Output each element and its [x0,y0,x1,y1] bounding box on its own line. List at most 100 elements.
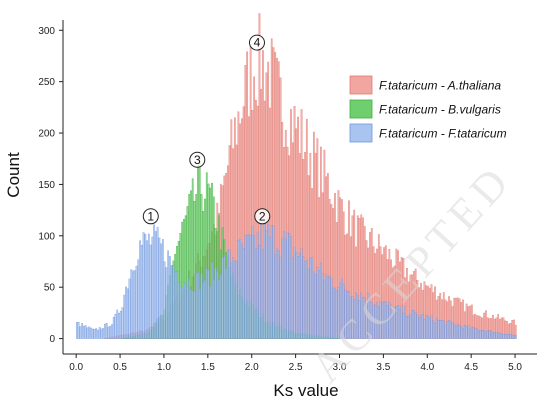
y-tick-label: 50 [44,283,56,294]
histogram-bar [318,270,319,338]
histogram-bar [143,232,144,338]
peak-annotation-2: 2 [255,209,270,224]
histogram-bar [431,316,432,339]
y-tick-label: 150 [38,180,55,191]
x-tick-label: 1.5 [201,362,215,373]
histogram-bar [169,256,170,338]
histogram-bar [440,320,441,338]
histogram-bar [104,324,105,339]
x-tick-label: 2.0 [245,362,259,373]
histogram-bar [167,251,168,339]
histogram-bar [174,272,175,339]
histogram-bar [464,325,465,338]
legend-item-1: F.tataricum - A.thaliana [350,76,501,94]
histogram-bar [434,323,435,339]
histogram-bar [310,258,311,339]
histogram-bar [192,291,193,339]
histogram-bar [185,283,186,338]
histogram-bar [480,331,481,339]
legend-label: F.tataricum - A.thaliana [379,79,501,93]
histogram-bar [238,240,239,338]
histogram-bar [413,310,414,338]
y-tick-label: 0 [49,334,55,345]
x-axis-title: Ks value [273,381,338,400]
histogram-bar [136,266,137,339]
histogram-bar [278,251,279,339]
histogram-bar [450,321,451,338]
histogram-bar [250,235,251,338]
histogram-bar [162,239,163,338]
histogram-bar [513,335,514,338]
histogram-bar [122,308,123,339]
histogram-bar [483,331,484,339]
histogram-bar [111,324,112,338]
histogram-bar [199,289,200,338]
histogram-bar [229,250,230,339]
histogram-bar [180,286,181,338]
histogram-bar [482,330,483,338]
peak-annotation-3: 3 [190,152,205,167]
histogram-bar [512,335,513,339]
histogram-bar [315,275,316,339]
histogram-bar [468,326,469,339]
histogram-bar [296,253,297,339]
histogram-bar [90,328,91,339]
histogram-bar [101,329,102,339]
histogram-bar [311,258,312,339]
histogram-bar [297,256,298,338]
histogram-bar [80,327,81,339]
histogram-bar [176,272,177,339]
histogram-bar [243,248,244,338]
histogram-bar [117,310,118,339]
legend-swatch [350,76,372,94]
histogram-bar [501,334,502,339]
histogram-bar [271,226,272,339]
histogram-bar [120,311,121,338]
histogram-bar [273,225,274,338]
histogram-bar [487,331,488,339]
histogram-bar [178,283,179,339]
histogram-bar [476,329,477,339]
histogram-bar [215,267,216,338]
histogram-bar [103,328,104,338]
histogram-bar [127,289,128,339]
histogram-bar [166,268,167,339]
histogram-bar [282,239,283,339]
histogram-bar [324,280,325,339]
histogram-bar [445,325,446,339]
histogram-bar [125,287,126,339]
histogram-bar [301,248,302,339]
histogram-bar [141,245,142,338]
histogram-bar [171,265,172,338]
histogram-bar [275,255,276,339]
histogram-bar [508,334,509,338]
histogram-bar [455,326,456,339]
histogram-bar [138,260,139,339]
histogram-bar [462,328,463,338]
histogram-bar [232,257,233,338]
y-tick-label: 250 [38,77,55,88]
histogram-bar [204,280,205,339]
histogram-bar [304,262,305,339]
histogram-bar [106,323,107,338]
histogram-bar [194,291,195,338]
histogram-bar [173,265,174,338]
x-tick-label: 2.5 [289,362,303,373]
x-tick-label: 1.0 [157,362,171,373]
histogram-bar [411,310,412,338]
histogram-bar [426,315,427,338]
histogram-bar [113,317,114,338]
legend-swatch [350,124,372,142]
histogram-bar [252,227,253,339]
histogram-bar [132,271,133,339]
histogram-bar [206,268,207,338]
histogram-bar [148,234,149,339]
histogram-bar [246,235,247,338]
histogram-bar [264,224,265,338]
histogram-bar [422,314,423,338]
histogram-bar [410,315,411,339]
histogram-bar [429,318,430,339]
histogram-bar [85,325,86,338]
histogram-bar [159,238,160,339]
